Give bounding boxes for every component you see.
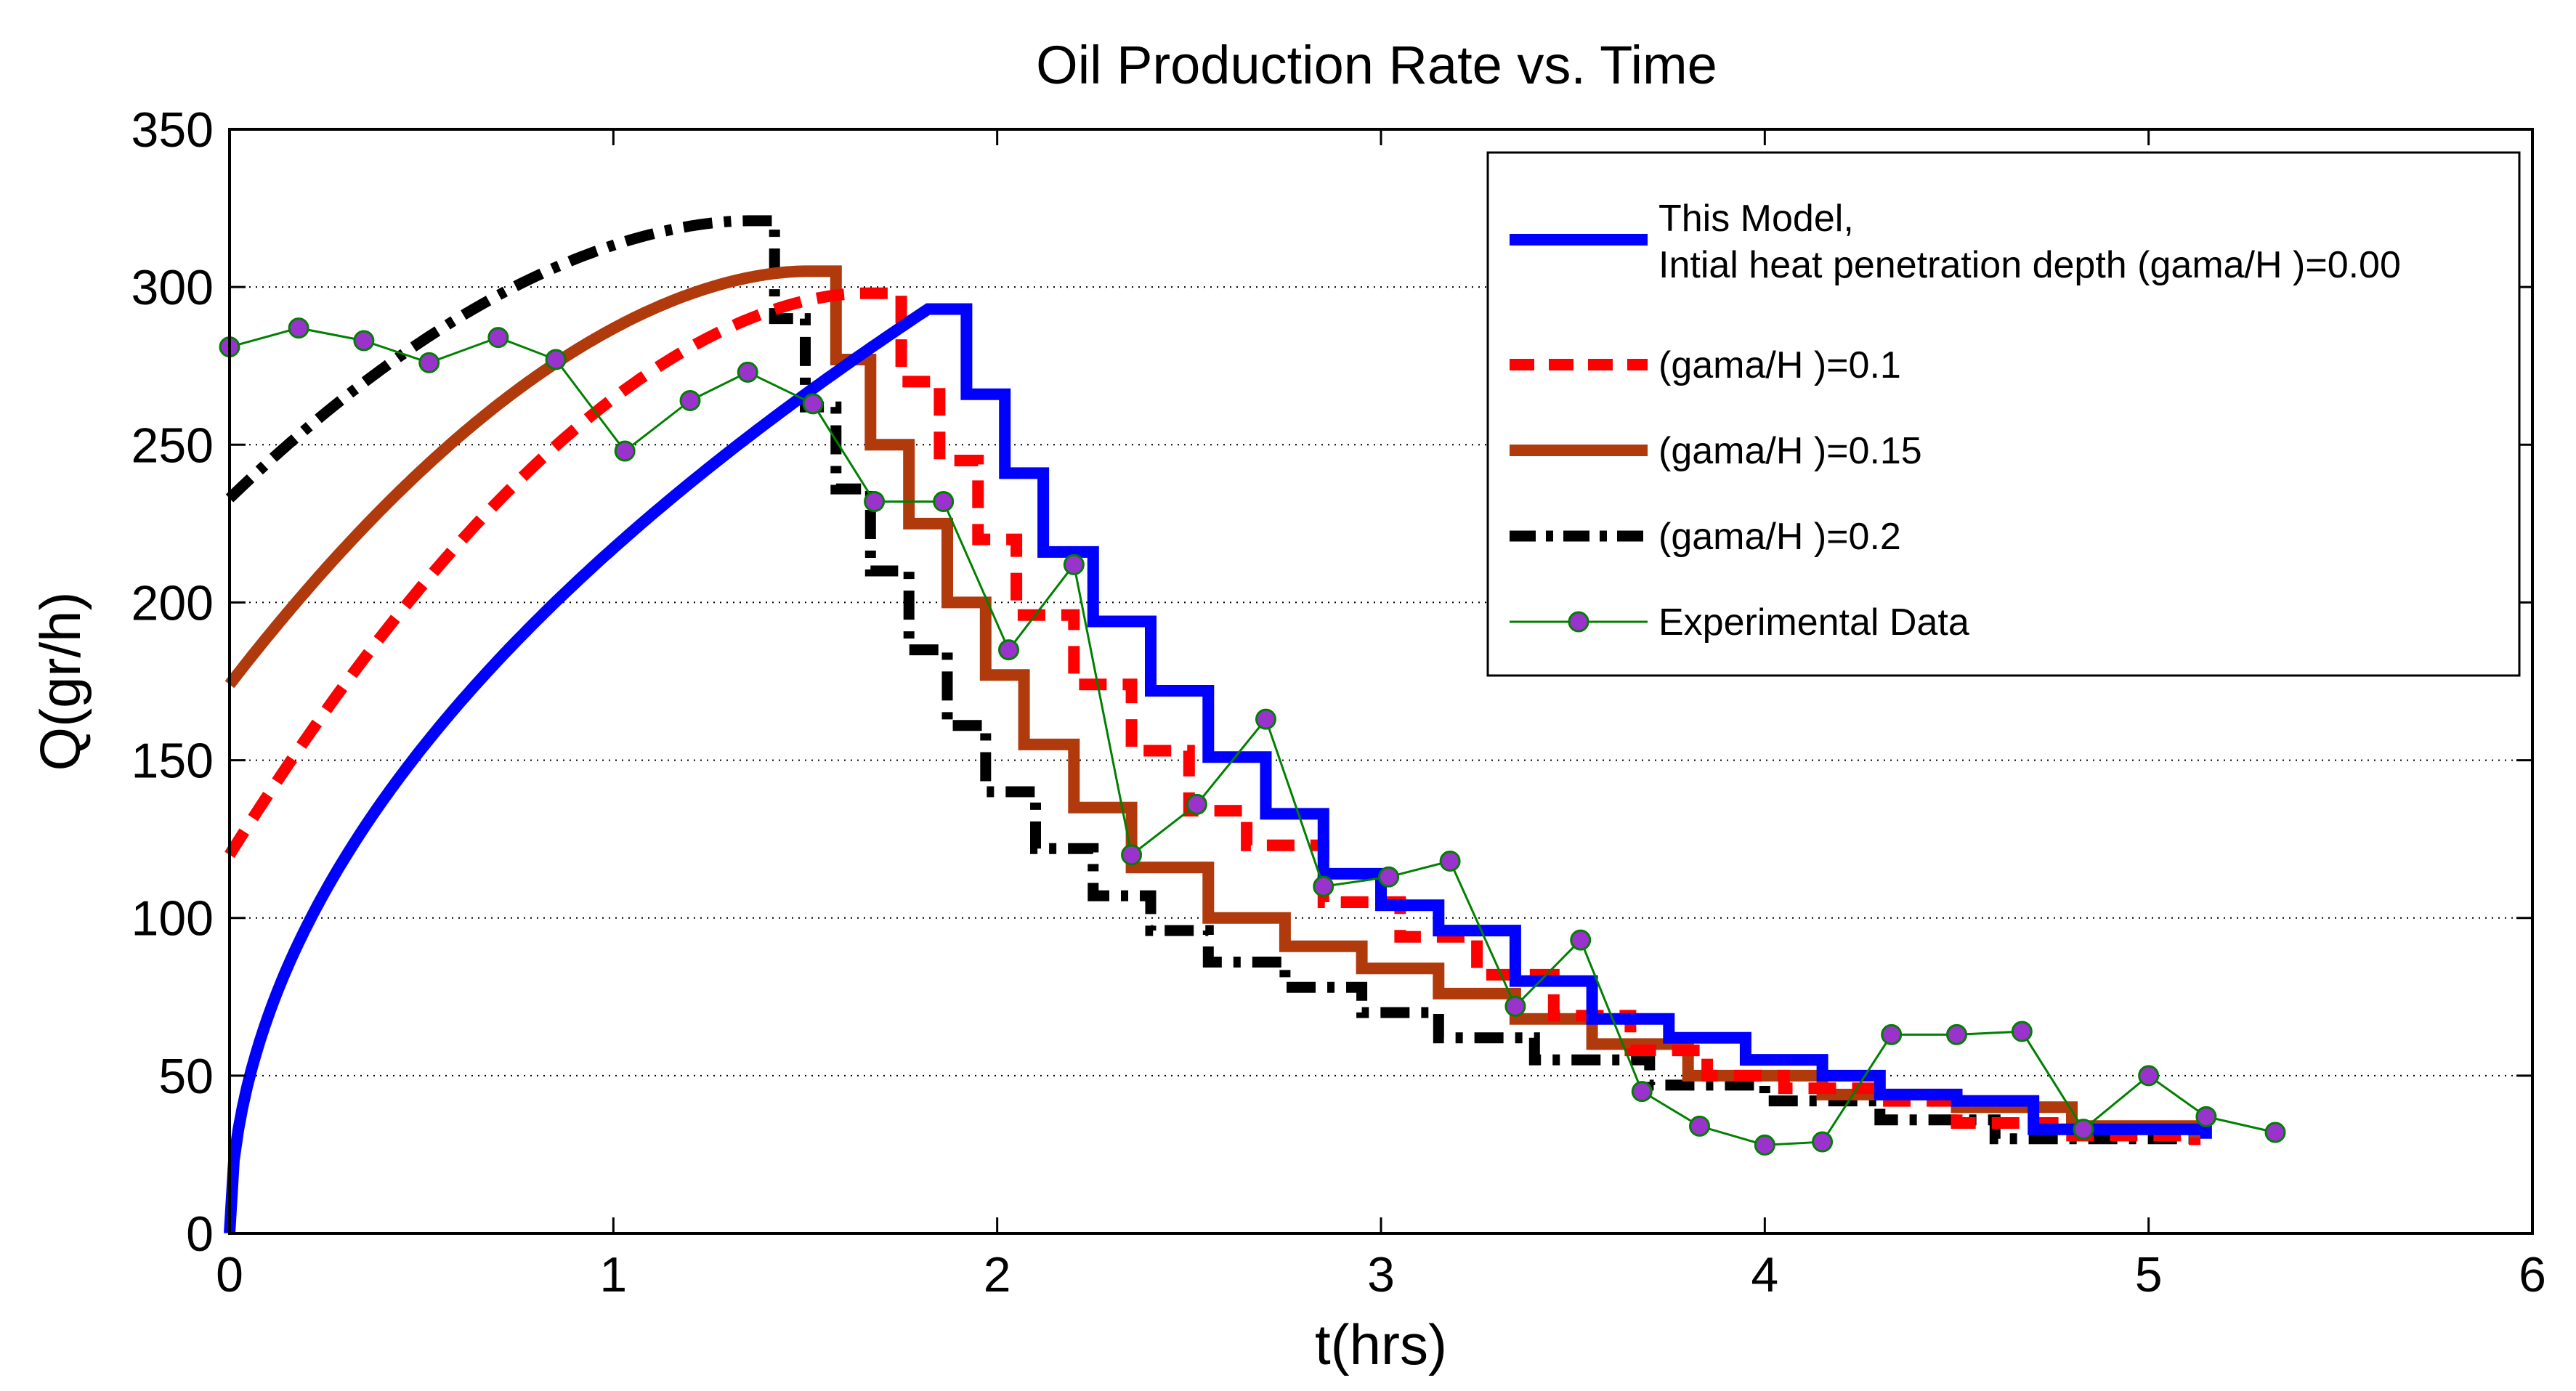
series-line-1 (224, 287, 2201, 1145)
y-tick-label: 200 (131, 575, 214, 630)
data-point (1570, 929, 1592, 951)
data-point (1186, 793, 1207, 815)
data-point (614, 440, 636, 462)
x-tick-label: 0 (216, 1247, 243, 1302)
grid (230, 286, 2532, 1076)
y-tick-label: 50 (158, 1049, 214, 1104)
series-line-0 (224, 303, 2212, 1234)
data-point (545, 349, 567, 370)
legend: This Model,Intial heat penetration depth… (1486, 151, 2521, 677)
data-point (679, 389, 701, 411)
data-point (353, 330, 375, 352)
legend-label: (gama/H )=0.2 (1658, 516, 1901, 558)
y-tick-label: 0 (186, 1207, 214, 1262)
legend-marker-experimental (1568, 611, 1589, 633)
data-point (2195, 1106, 2217, 1127)
x-tick-label: 2 (984, 1247, 1011, 1302)
data-point (1063, 553, 1085, 575)
x-tick-label: 5 (2135, 1247, 2163, 1302)
data-point (288, 317, 309, 339)
data-point (1754, 1134, 1775, 1156)
data-point (418, 352, 440, 373)
data-point (1439, 851, 1461, 872)
data-point (2073, 1119, 2094, 1140)
y-tick-label: 250 (131, 418, 214, 473)
series-layer (219, 215, 2286, 1234)
data-point (1881, 1023, 1903, 1045)
x-tick-label: 6 (2519, 1247, 2546, 1302)
data-point (1689, 1115, 1711, 1137)
y-tick-label: 350 (131, 102, 214, 158)
data-point (1255, 708, 1276, 730)
y-tick-label: 300 (131, 260, 214, 315)
data-point (2138, 1065, 2160, 1087)
axis-ticks: 0 50 100 150 200 250 300 350 0 1 2 3 4 5 6 (131, 102, 2546, 1302)
data-point (998, 639, 1020, 661)
data-point (864, 490, 886, 512)
data-point (1121, 844, 1143, 866)
y-axis-label: Q(gr/h) (28, 591, 92, 771)
x-axis-label: t(hrs) (1315, 1313, 1447, 1376)
legend-label: Experimental Data (1658, 601, 1969, 644)
x-tick-label: 3 (1367, 1247, 1395, 1302)
legend-box (1486, 151, 2521, 677)
y-tick-label: 100 (131, 891, 214, 946)
x-tick-label: 1 (599, 1247, 627, 1302)
chart-title: Oil Production Rate vs. Time (1036, 35, 1717, 95)
data-point (1631, 1081, 1653, 1103)
data-point (1946, 1023, 1967, 1045)
legend-label: This Model, (1658, 198, 1854, 240)
data-point (1504, 995, 1526, 1017)
data-point (1812, 1131, 1834, 1153)
series-line-2 (224, 265, 2201, 1139)
legend-label: (gama/H )=0.15 (1658, 430, 1922, 472)
x-tick-label: 4 (1751, 1247, 1778, 1302)
data-point (737, 361, 758, 383)
data-point (933, 490, 955, 512)
legend-label: (gama/H )=0.1 (1658, 344, 1901, 386)
data-point (487, 327, 509, 349)
y-tick-label: 150 (131, 734, 214, 789)
data-point (1313, 875, 1334, 897)
legend-label-line2: Intial heat penetration depth (gama/H )=… (1658, 244, 2401, 286)
data-point (2264, 1122, 2286, 1143)
data-point (1378, 866, 1400, 888)
series-line-3 (225, 215, 2200, 1152)
data-point (2011, 1021, 2033, 1042)
data-point (802, 393, 824, 415)
